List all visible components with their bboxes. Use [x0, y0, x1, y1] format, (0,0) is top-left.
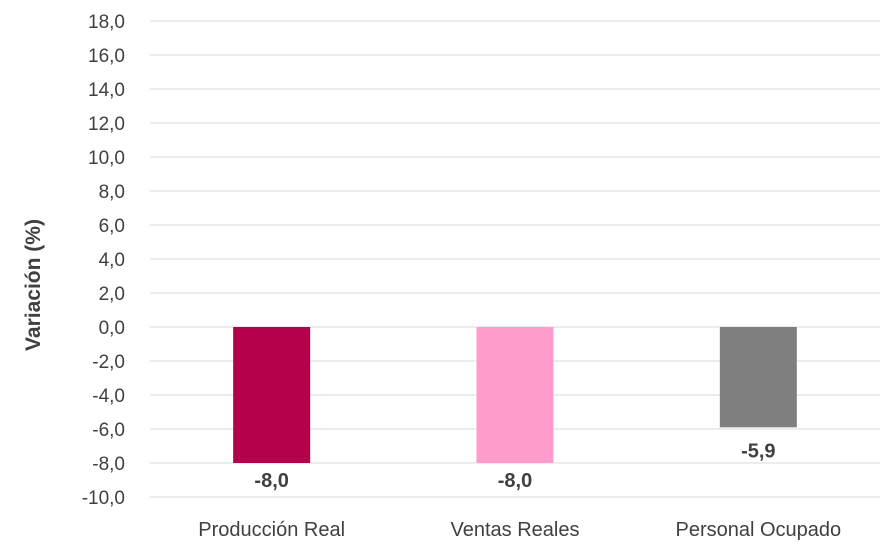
data-label-1: -8,0	[254, 470, 288, 492]
y-tick-label: -2,0	[92, 352, 125, 373]
y-tick-label: 10,0	[88, 148, 125, 169]
y-tick-label: 14,0	[88, 80, 125, 101]
y-tick-label: -4,0	[92, 386, 125, 407]
y-tick-label: 2,0	[99, 284, 125, 305]
data-label-3: -5,9	[741, 440, 775, 462]
y-tick-label: 8,0	[99, 182, 125, 203]
bar-2	[476, 327, 554, 463]
y-axis-ticks: 18,0 16,0 14,0 12,0 10,0 8,0 6,0 4,0 2,0 0,0 -2,0 -…	[82, 12, 125, 509]
y-tick-label: 6,0	[99, 216, 125, 237]
category-label-3: Personal Ocupado	[675, 519, 841, 541]
bar-3	[719, 327, 797, 428]
y-tick-label: 0,0	[99, 318, 125, 339]
bars	[233, 327, 797, 463]
category-label-2: Ventas Reales	[451, 519, 580, 541]
x-axis-categories: Producción Real Ventas Reales Personal Ocu…	[198, 519, 841, 541]
y-tick-label: 18,0	[88, 12, 125, 33]
category-label-1: Producción Real	[198, 519, 345, 541]
y-tick-label: 12,0	[88, 114, 125, 135]
y-axis-title: Variación (%)	[22, 219, 45, 351]
y-tick-label: 16,0	[88, 46, 125, 67]
bar-1	[233, 327, 311, 463]
y-tick-label: -6,0	[92, 420, 125, 441]
y-tick-label: -8,0	[92, 454, 125, 475]
y-tick-label: -10,0	[82, 488, 125, 509]
y-tick-label: 4,0	[99, 250, 125, 271]
data-labels: -8,0 -8,0 -5,9	[254, 440, 775, 492]
data-label-2: -8,0	[498, 470, 532, 492]
